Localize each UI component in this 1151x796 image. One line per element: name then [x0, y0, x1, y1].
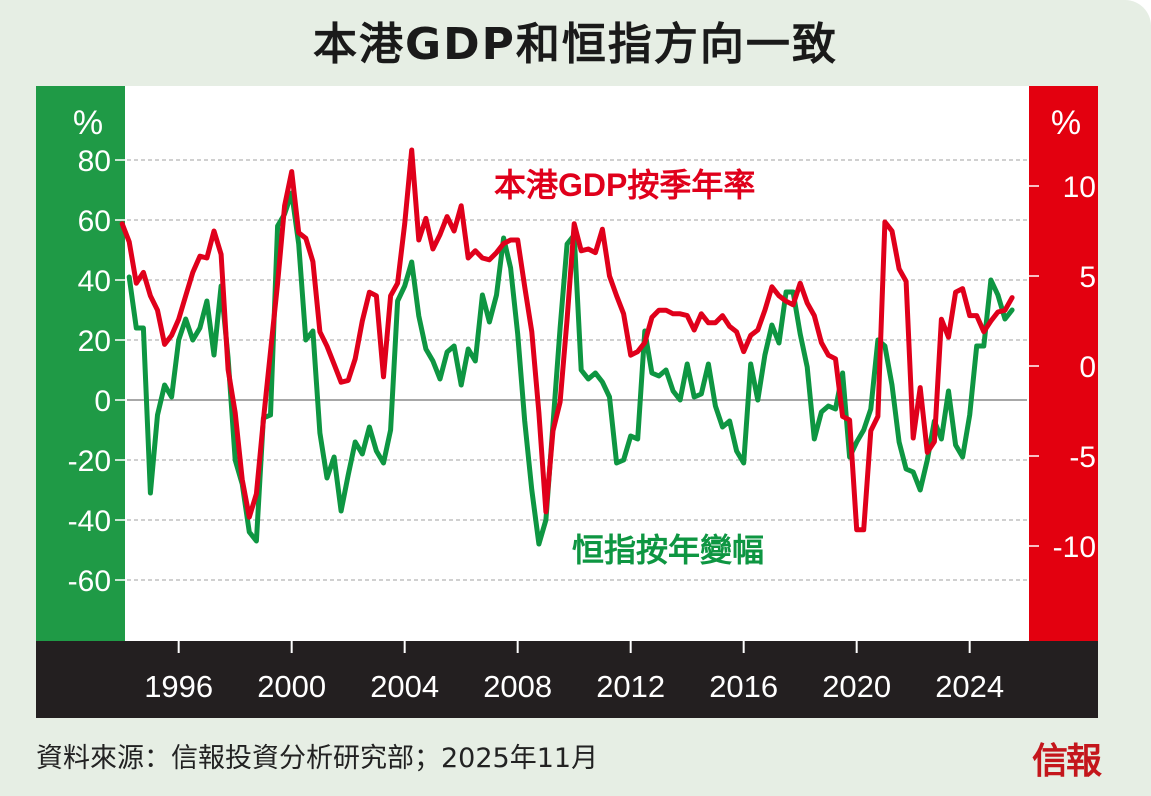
hkej-logo: 信報 — [1032, 740, 1102, 782]
right-tick-label: 0 — [1079, 351, 1096, 384]
x-tick-label: 2024 — [935, 669, 1004, 704]
x-tick-label: 2004 — [370, 669, 439, 704]
left-tick-label: 60 — [78, 205, 111, 238]
x-tick-label: 2016 — [709, 669, 778, 704]
series-label-hsi: 恒指按年變幅 — [572, 532, 764, 568]
left-tick-label: 20 — [78, 325, 111, 358]
right-axis-panel — [1029, 86, 1098, 641]
x-tick-label: 2012 — [596, 669, 665, 704]
source-note: 資料來源：信報投資分析研究部；2025年11月 — [36, 743, 599, 774]
left-axis-panel — [36, 86, 125, 641]
x-tick-label: 1996 — [144, 669, 213, 704]
left-tick-label: -40 — [68, 505, 111, 538]
series-label-gdp: 本港GDP按季年率 — [494, 167, 755, 203]
right-tick-label: 5 — [1079, 261, 1096, 294]
right-axis-unit: % — [1051, 104, 1081, 142]
right-tick-label: 10 — [1063, 171, 1096, 204]
left-axis-unit: % — [73, 104, 103, 142]
left-tick-label: 0 — [94, 385, 111, 418]
chart: 80 60 40 20 0 -20 -40 -60 10 5 0 -5 -10 1996 2000 200… — [36, 86, 1098, 718]
left-tick-label: 80 — [78, 145, 111, 178]
left-tick-label: 40 — [78, 265, 111, 298]
gdp-yoy-line — [119, 147, 1015, 533]
left-tick-label: -20 — [68, 445, 111, 478]
right-tick-label: -10 — [1053, 531, 1096, 564]
chart-title: 本港GDP和恒指方向一致 — [313, 19, 838, 70]
right-tick-label: -5 — [1069, 441, 1096, 474]
x-tick-label: 2000 — [257, 669, 326, 704]
x-axis-band — [36, 641, 1098, 718]
x-tick-label: 2020 — [822, 669, 891, 704]
left-tick-label: -60 — [68, 565, 111, 598]
x-tick-label: 2008 — [483, 669, 552, 704]
